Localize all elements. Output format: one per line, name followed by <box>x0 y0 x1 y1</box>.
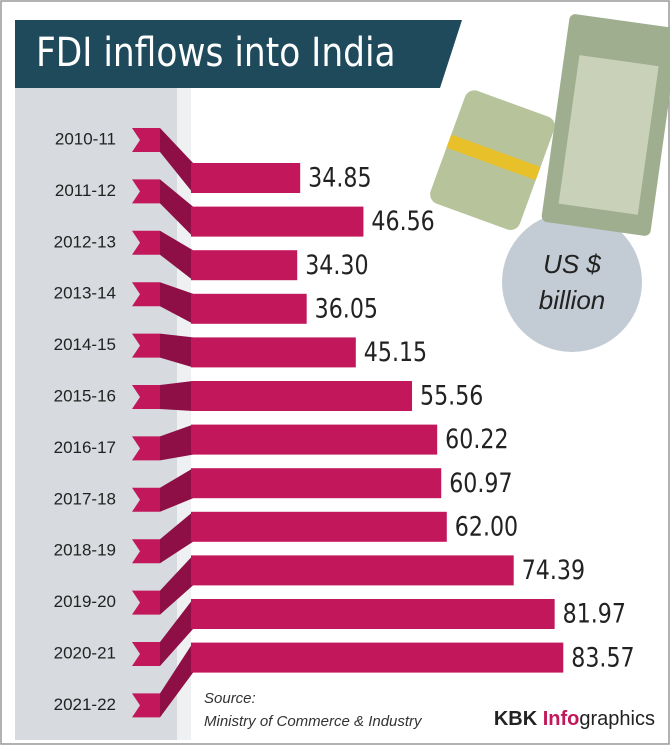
category-label: 2020-21 <box>54 643 116 662</box>
ribbon-fold <box>160 555 193 615</box>
value-label: 34.30 <box>305 249 368 281</box>
value-label: 55.56 <box>420 380 483 412</box>
ribbon-fold <box>160 424 193 461</box>
bar <box>191 250 298 281</box>
category-label: 2011-12 <box>55 181 116 200</box>
ribbon-fold <box>160 599 193 666</box>
ribbon-fold <box>160 282 193 324</box>
category-tab <box>132 128 160 152</box>
category-label: 2012-13 <box>54 232 116 251</box>
bar <box>191 511 447 542</box>
bar <box>191 381 413 411</box>
bar <box>191 337 356 368</box>
category-tab <box>132 642 160 666</box>
unit-label: billion <box>539 285 606 315</box>
unit-label: US $ <box>543 249 601 279</box>
credit-highlight: Info <box>543 708 580 730</box>
ribbon-fold <box>160 511 193 564</box>
bar <box>191 599 555 629</box>
bar <box>191 642 564 673</box>
ribbon-fold <box>160 333 193 368</box>
category-label: 2015-16 <box>54 386 116 405</box>
value-label: 81.97 <box>563 598 626 630</box>
credit-text: graphics <box>579 708 655 730</box>
bar <box>191 163 301 193</box>
category-tab <box>132 436 160 461</box>
category-tab <box>132 282 160 307</box>
category-tab <box>132 179 160 204</box>
category-tab <box>132 487 160 512</box>
category-tab <box>132 385 160 409</box>
ribbon-fold <box>160 179 193 237</box>
value-label: 74.39 <box>522 554 585 586</box>
category-label: 2014-15 <box>54 335 116 354</box>
unit-circle <box>502 212 642 352</box>
ribbon-fold <box>160 468 193 512</box>
bar <box>191 424 438 455</box>
value-label: 62.00 <box>455 510 518 542</box>
ribbon-fold <box>160 128 193 193</box>
chart-title: FDI inflows into India <box>36 29 396 76</box>
ribbon-fold <box>160 381 193 411</box>
ribbon-fold <box>160 230 193 281</box>
category-tab <box>132 230 160 255</box>
category-label: 2010-11 <box>55 129 116 148</box>
category-label: 2016-17 <box>54 438 116 457</box>
roll-band <box>446 134 541 181</box>
ribbon-fold <box>160 642 193 718</box>
category-tab <box>132 590 160 615</box>
value-label: 60.22 <box>445 423 508 455</box>
bill-face <box>558 55 659 215</box>
category-label: 2021-22 <box>54 695 116 714</box>
value-label: 36.05 <box>315 292 378 324</box>
value-label: 45.15 <box>364 336 427 368</box>
value-label: 46.56 <box>371 205 434 237</box>
credit: KBK Infographics <box>494 708 655 730</box>
credit-text: KBK <box>494 708 543 730</box>
source-label: Source: <box>204 690 256 707</box>
category-tab <box>132 539 160 564</box>
category-tab <box>132 693 160 718</box>
bar <box>191 293 307 324</box>
bar <box>191 555 514 586</box>
category-label: 2018-19 <box>54 541 116 560</box>
value-label: 83.57 <box>571 641 634 673</box>
value-label: 60.97 <box>449 467 512 499</box>
value-label: 34.85 <box>308 162 371 194</box>
category-label: 2019-20 <box>54 592 116 611</box>
source-text: Ministry of Commerce & Industry <box>204 713 423 730</box>
category-tab <box>132 333 160 358</box>
bar <box>191 206 364 237</box>
money-illustration <box>430 14 670 352</box>
category-label: 2013-14 <box>54 284 116 303</box>
bar <box>191 468 442 499</box>
category-label: 2017-18 <box>54 489 116 508</box>
title-band <box>15 20 462 88</box>
